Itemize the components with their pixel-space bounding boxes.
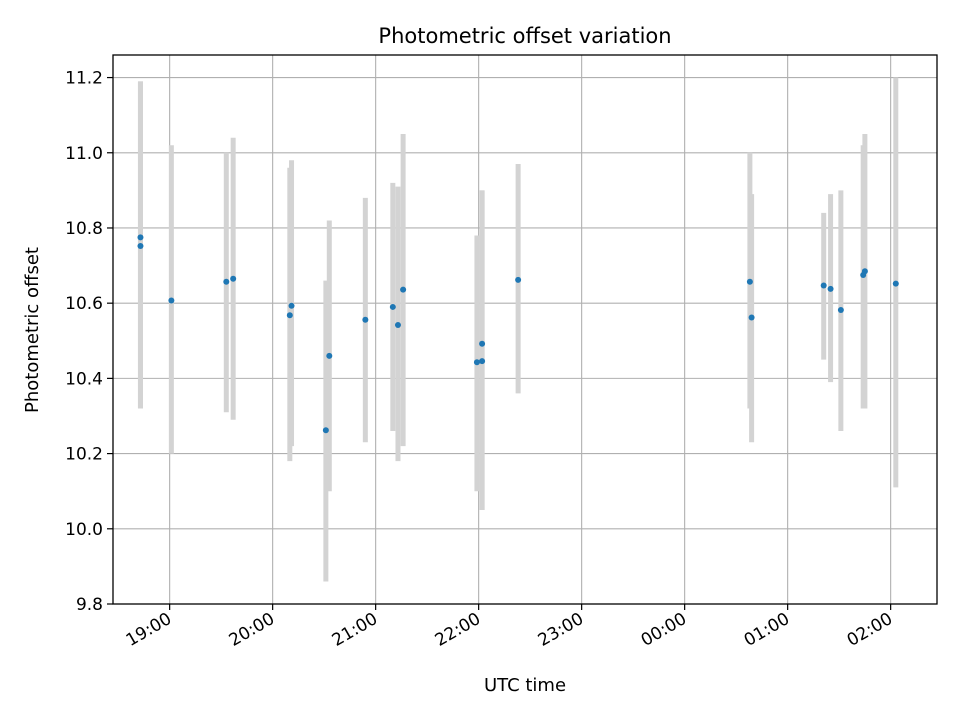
data-point (362, 316, 369, 323)
data-point (389, 303, 396, 310)
data-point (168, 297, 175, 304)
y-tick-label: 10.6 (65, 294, 103, 314)
data-point (288, 302, 295, 309)
y-tick-label: 11.2 (65, 69, 103, 89)
data-point (820, 282, 827, 289)
x-axis-title: UTC time (484, 675, 566, 696)
data-point (515, 276, 522, 283)
y-tick-label: 10.2 (65, 445, 103, 465)
y-tick-label: 11.0 (65, 144, 103, 164)
data-point (837, 306, 844, 313)
data-point (479, 340, 486, 347)
data-point (394, 321, 401, 328)
plot-frame (112, 54, 938, 605)
data-point (746, 278, 753, 285)
data-point (892, 280, 899, 287)
data-point (322, 427, 329, 434)
data-point (473, 359, 480, 366)
data-points (137, 234, 899, 434)
data-point (286, 312, 293, 319)
data-point (748, 314, 755, 321)
y-axis-title: Photometric offset (22, 247, 43, 413)
data-point (137, 234, 144, 241)
data-point (400, 286, 407, 293)
y-tick-label: 10.4 (65, 369, 103, 389)
y-tick-label: 9.8 (76, 595, 103, 615)
data-point (861, 268, 868, 275)
data-point (326, 352, 333, 359)
y-tick-label: 10.0 (65, 520, 103, 540)
chart-title: Photometric offset variation (378, 24, 671, 48)
data-point (479, 358, 486, 365)
data-point (230, 275, 237, 282)
data-point (137, 243, 144, 250)
y-tick-label: 10.8 (65, 219, 103, 239)
data-point (827, 285, 834, 292)
data-point (223, 278, 230, 285)
